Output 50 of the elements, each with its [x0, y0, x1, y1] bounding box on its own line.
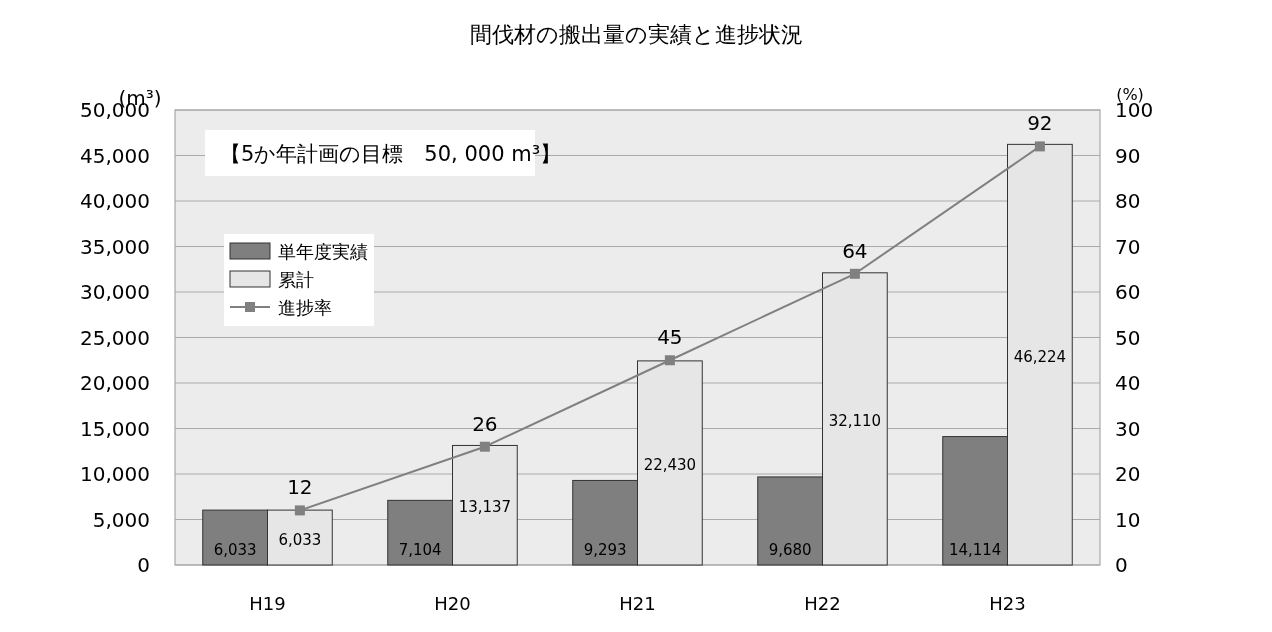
- data-label: 14,114: [948, 541, 1002, 559]
- y2-tick-label: 20: [1115, 462, 1141, 486]
- data-label: 7,104: [398, 541, 442, 559]
- data-label: 9,680: [768, 541, 812, 559]
- y-tick-label: 40,000: [80, 189, 150, 213]
- point: [479, 441, 490, 452]
- data-label: 32,110: [828, 411, 882, 430]
- data-label: 22,430: [643, 455, 697, 474]
- x-tick-label: H21: [619, 593, 656, 614]
- y2-tick-label: 60: [1115, 280, 1141, 304]
- legend-label: 進捗率: [278, 297, 332, 318]
- data-label: 26: [472, 411, 498, 436]
- data-label: 13,137: [458, 498, 512, 517]
- y-tick-label: 20,000: [80, 371, 150, 395]
- y-tick-label: 35,000: [80, 234, 150, 259]
- y2-tick-label: 50: [1115, 325, 1141, 350]
- y2-tick-label: 0: [1115, 553, 1128, 577]
- y2-tick-label: 30: [1115, 416, 1141, 441]
- legend-label: 単年度実績: [278, 241, 368, 262]
- y2-tick-label: 90: [1115, 143, 1141, 168]
- point: [1034, 141, 1045, 152]
- y2-tick-label: 10: [1115, 507, 1141, 532]
- y-tick-label: 10,000: [80, 462, 150, 486]
- y2-tick-label: 40: [1115, 371, 1141, 395]
- point: [664, 355, 675, 366]
- data-label: 12: [287, 475, 313, 500]
- data-label: 6,033: [213, 541, 257, 559]
- y-tick-label: 15,000: [80, 416, 150, 441]
- y-tick-label: 45,000: [80, 143, 150, 168]
- x-tick-label: H20: [434, 593, 471, 614]
- x-tick-label: H23: [989, 593, 1026, 614]
- x-tick-label: H19: [249, 593, 286, 614]
- y-tick-label: 30,000: [80, 280, 150, 304]
- data-label: 64: [842, 238, 868, 263]
- data-label: 6,033: [278, 530, 322, 549]
- annotation: 【5か年計画の目標 50, 000 m³】: [220, 142, 562, 166]
- y-tick-label: 0: [137, 553, 150, 577]
- legend-label: 累計: [278, 269, 314, 290]
- data-label: 46,224: [1013, 347, 1067, 366]
- y-tick-label: 5,000: [92, 507, 150, 532]
- y-tick-label: 25,000: [80, 325, 150, 350]
- y2-tick-label: 80: [1115, 189, 1141, 213]
- chart-title: 間伐材の搬出量の実績と進捗状況: [469, 22, 803, 47]
- data-label: 92: [1027, 111, 1053, 136]
- point: [294, 505, 305, 516]
- data-label: 9,293: [583, 541, 627, 559]
- point: [849, 268, 860, 279]
- x-tick-label: H22: [804, 593, 841, 614]
- y2-tick-label: 70: [1115, 234, 1141, 259]
- data-label: 45: [657, 325, 683, 350]
